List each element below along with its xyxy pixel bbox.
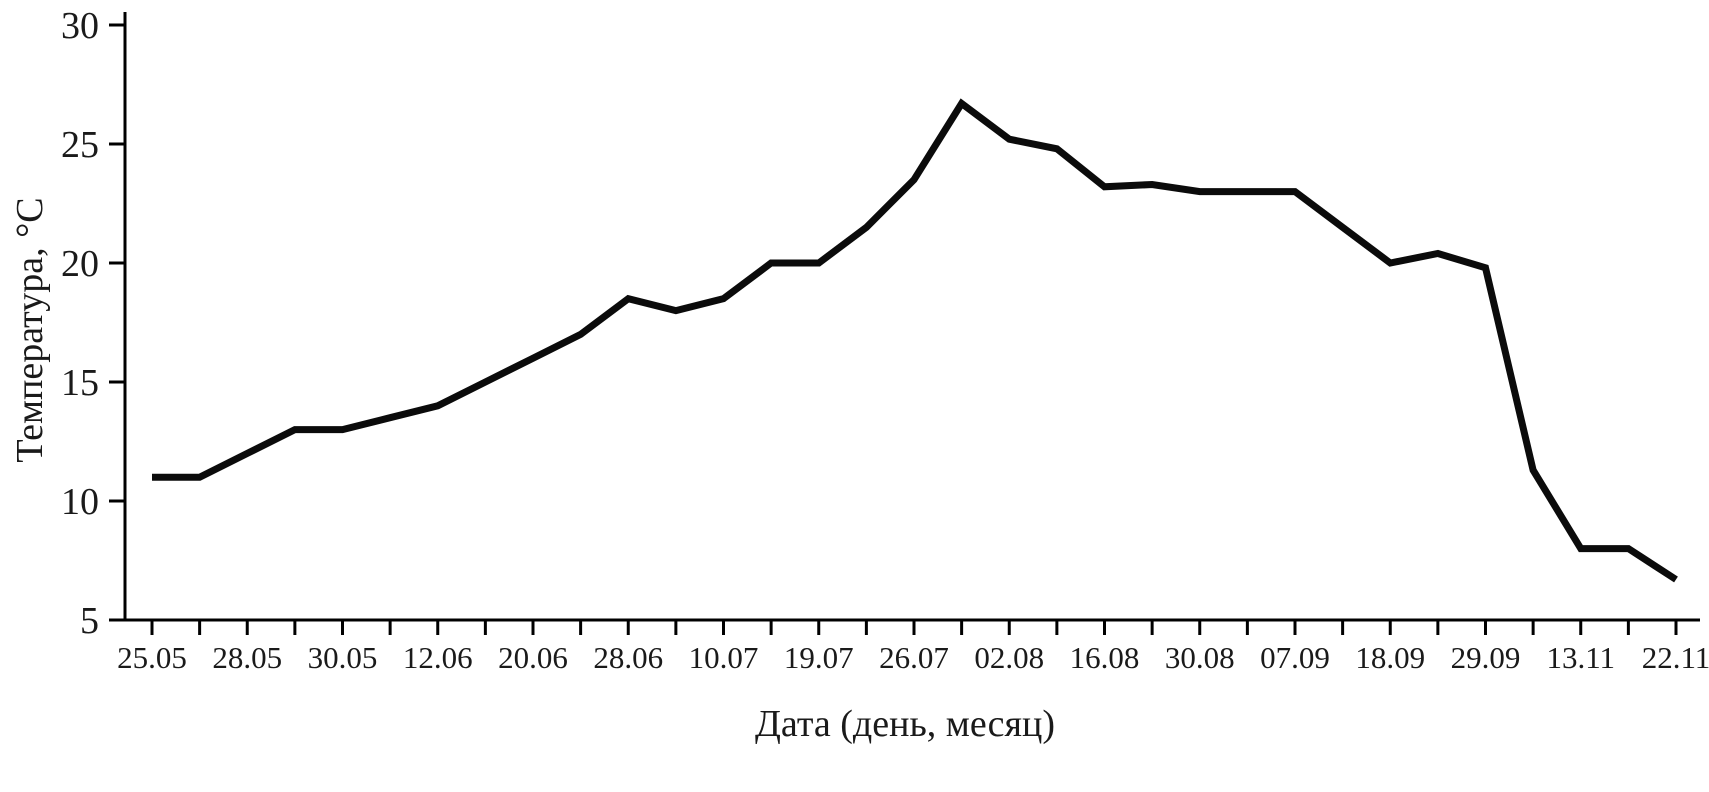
x-tick-label: 19.07 (784, 640, 854, 675)
x-tick-label: 16.08 (1070, 640, 1140, 675)
x-tick-label: 30.08 (1165, 640, 1235, 675)
x-tick-label: 10.07 (689, 640, 759, 675)
x-tick-label: 18.09 (1355, 640, 1425, 675)
y-tick-label: 10 (61, 481, 99, 523)
x-tick-label: 28.06 (593, 640, 663, 675)
x-tick-label: 20.06 (498, 640, 568, 675)
x-axis-label: Дата (день, месяц) (755, 703, 1055, 745)
y-axis-label: Температура, °C (9, 197, 51, 463)
x-tick-label: 25.05 (117, 640, 187, 675)
x-tick-label: 30.05 (308, 640, 378, 675)
x-tick-label: 13.11 (1546, 640, 1615, 675)
x-tick-label: 22.11 (1642, 640, 1709, 675)
y-tick-label: 5 (80, 600, 99, 642)
x-tick-label: 07.09 (1260, 640, 1330, 675)
y-tick-label: 25 (61, 124, 99, 166)
temperature-series-line (152, 98, 1678, 583)
y-tick-label: 20 (61, 243, 99, 285)
x-tick-label: 28.05 (212, 640, 282, 675)
y-tick-label: 30 (61, 5, 99, 47)
x-tick-label: 26.07 (879, 640, 949, 675)
x-tick-label: 12.06 (403, 640, 473, 675)
x-tick-label: 02.08 (974, 640, 1044, 675)
y-tick-label: 15 (61, 362, 99, 404)
x-tick-label: 29.09 (1451, 640, 1521, 675)
